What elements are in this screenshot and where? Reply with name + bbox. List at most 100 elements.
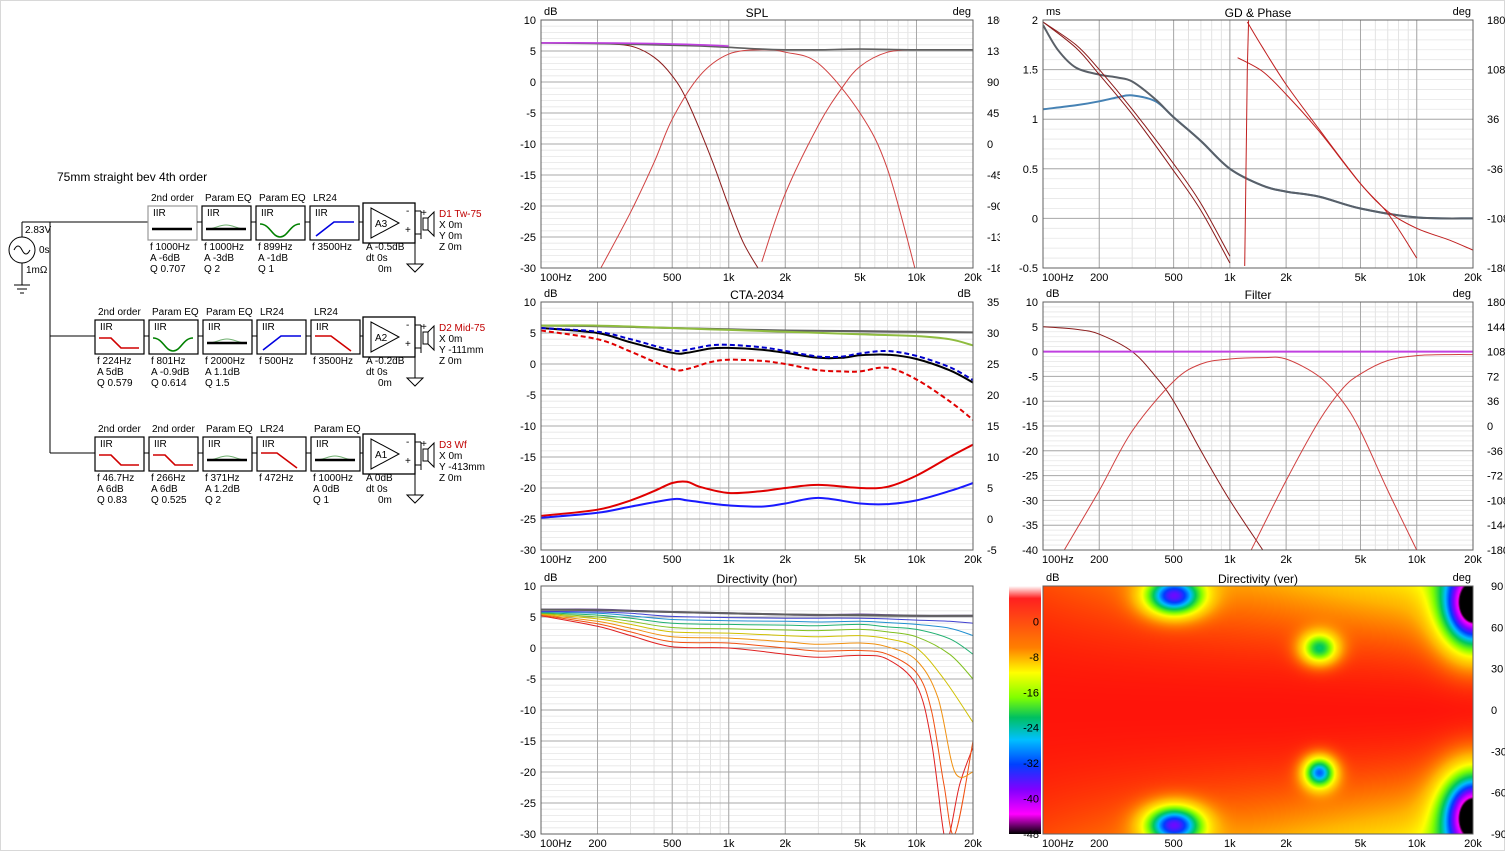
filter-type-label: IIR (154, 439, 167, 450)
speaker-cone-icon (427, 324, 435, 352)
schematic-title: 75mm straight bev 4th order (57, 170, 207, 184)
colorbar-tick-label: -24 (1023, 723, 1039, 735)
y-tick-label: -20 (520, 483, 536, 495)
filter-param: f 2000Hz (205, 356, 245, 367)
series-line-6 (541, 482, 973, 519)
y-tick-label: 5 (1032, 322, 1038, 334)
y2-tick-label: -30 (1491, 746, 1505, 758)
x-tick-label: 10k (1408, 554, 1426, 566)
filter-chart: 100Hz 200 500 1k 2k 5k 10k 20k 10 5 0 -5 -10 -15 -20 -2… (1022, 288, 1505, 566)
filter-param: A -0.9dB (151, 367, 190, 378)
series-line-1 (600, 49, 916, 268)
filter-curve-icon (152, 337, 194, 352)
driver-position-z: Z 0m (439, 356, 462, 367)
left-axis-unit: dB (1046, 288, 1059, 300)
spl-chart: 100Hz 200 500 1k 2k 5k 10k 20k 10 5 0 -5 -10 -15 -20 -2… (520, 6, 1000, 284)
directivity-hor-chart: 100Hz 200 500 1k 2k 5k 10k 20k 10 5 0 -5 -10 -15 -20 -2… (520, 572, 982, 850)
left-axis-unit: ms (1046, 6, 1061, 18)
filter-param: Q 0.525 (151, 495, 187, 506)
amp-plus-label: + (405, 225, 411, 236)
y-tick-label: -10 (520, 421, 536, 433)
x-tick-label: 2k (779, 272, 791, 284)
amp-param: 0m (378, 264, 392, 275)
amp-param: 0m (378, 495, 392, 506)
filter-type-label: IIR (316, 439, 329, 450)
driver-position-y: Y -413mm (439, 462, 485, 473)
y2-tick-label: 90 (987, 77, 999, 89)
y2-tick-label: 45 (987, 108, 999, 120)
filter-block-title: 2nd order (98, 424, 141, 435)
filter-type-label: IIR (154, 322, 167, 333)
amp-param: A 0dB (366, 473, 393, 484)
driver-position-y: Y 0m (439, 231, 462, 242)
speaker-cone-icon (427, 210, 435, 238)
y2-tick-label: -5 (987, 545, 997, 557)
colorbar-tick-label: -32 (1023, 758, 1039, 770)
series-line-2 (1250, 354, 1473, 550)
left-axis-unit: dB (544, 6, 557, 18)
x-tick-label: 10k (908, 272, 926, 284)
y2-tick-label: -36 (1487, 446, 1503, 458)
y-tick-label: 0 (1032, 347, 1038, 359)
series-line-3 (1043, 21, 1231, 264)
series-line-4 (1244, 20, 1250, 267)
x-tick-label: 100Hz (540, 272, 572, 284)
filter-block-title: LR24 (260, 307, 284, 318)
y-tick-label: 10 (524, 15, 536, 27)
driver-position-x: X 0m (439, 220, 462, 231)
filter-param: Q 0.83 (97, 495, 127, 506)
filter-type-label: IIR (262, 439, 275, 450)
x-tick-label: 500 (663, 554, 681, 566)
x-tick-label: 1k (723, 838, 735, 850)
directivity-ver-axes: 100Hz 200 500 1k 2k 5k 10k 20k 90 60 30 0 -30 -60 -90 D… (1009, 572, 1505, 850)
colorbar-tick-label: -8 (1029, 652, 1039, 664)
x-tick-label: 100Hz (1042, 272, 1074, 284)
filter-block-title: Param EQ (314, 424, 361, 435)
y-tick-label: -5 (1028, 371, 1038, 383)
y-tick-label: 5 (530, 328, 536, 340)
chart-title: CTA-2034 (730, 288, 784, 302)
amp-minus-label: - (406, 437, 409, 448)
x-tick-label: 500 (1164, 272, 1182, 284)
wire (415, 441, 422, 470)
x-tick-label: 200 (1090, 272, 1108, 284)
y-tick-label: -30 (520, 263, 536, 275)
filter-block (202, 436, 253, 472)
series-line-4 (541, 329, 973, 421)
y-tick-label: -30 (520, 545, 536, 557)
filter-param: A 1.2dB (205, 484, 240, 495)
y2-tick-label: 20 (987, 390, 999, 402)
filter-param: f 1000Hz (204, 242, 244, 253)
y-tick-label: -25 (1022, 471, 1038, 483)
filter-param: f 266Hz (151, 473, 185, 484)
x-tick-label: 200 (588, 272, 606, 284)
amplifier-icon (370, 438, 401, 470)
x-tick-label: 10k (1408, 272, 1426, 284)
left-axis-unit: dB (544, 288, 557, 300)
y2-tick-label: -144 (1487, 520, 1505, 532)
driver-name: D2 Mid-75 (439, 323, 486, 334)
filter-param: A -1dB (258, 253, 288, 264)
series-line-0 (1043, 326, 1264, 550)
y-tick-label: -35 (1022, 520, 1038, 532)
amp-param: dt 0s (366, 484, 388, 495)
filter-block-title: Param EQ (205, 193, 252, 204)
amp-plus-label: + (405, 339, 411, 350)
y-tick-label: -20 (520, 201, 536, 213)
chart-title: Directivity (hor) (717, 572, 798, 586)
x-tick-label: 200 (588, 838, 606, 850)
speaker-icon (422, 217, 429, 231)
filter-block (201, 205, 252, 241)
y2-tick-label: -135 (987, 232, 1000, 244)
series-line-7 (541, 610, 973, 624)
x-tick-label: 2k (1280, 272, 1292, 284)
filter-param: A 6dB (151, 484, 178, 495)
filter-curve-icon (259, 223, 301, 238)
x-tick-label: 20k (964, 838, 982, 850)
x-tick-label: 100Hz (540, 554, 572, 566)
filter-param: f 472Hz (259, 473, 293, 484)
x-tick-label: 100Hz (540, 838, 572, 850)
x-tick-label: 20k (1464, 554, 1482, 566)
x-tick-label: 5k (1355, 838, 1367, 850)
x-tick-label: 2k (1280, 554, 1292, 566)
